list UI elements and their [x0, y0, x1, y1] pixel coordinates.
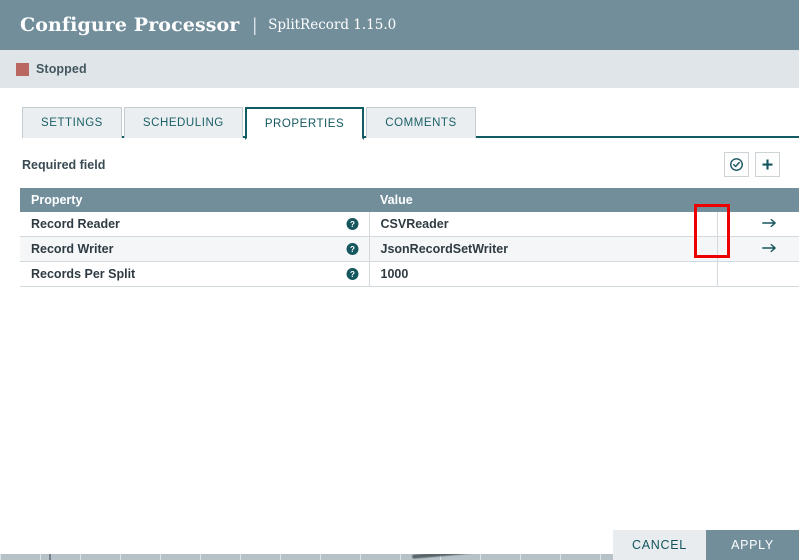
property-name-cell: Record Reader ?: [20, 212, 370, 237]
canvas-grid-tick: [49, 551, 51, 560]
property-label: Record Writer: [31, 242, 114, 256]
property-action-cell: [717, 212, 799, 237]
property-name-cell: Records Per Split ?: [20, 261, 370, 287]
plus-icon: [760, 157, 775, 172]
status-badge: Stopped: [36, 62, 87, 76]
table-row[interactable]: Record Writer ? JsonRecordSetWriter: [20, 236, 799, 262]
property-label: Record Reader: [31, 217, 120, 231]
processor-name-version: SplitRecord 1.15.0: [268, 17, 397, 33]
dialog-footer: CANCEL APPLY: [0, 530, 799, 560]
required-field-label: Required field: [22, 157, 106, 172]
help-circle-icon[interactable]: ?: [346, 243, 359, 256]
stopped-status-icon: [16, 62, 29, 76]
table-row[interactable]: Records Per Split ? 1000: [20, 261, 799, 287]
property-action-cell: [717, 236, 799, 262]
dialog-tabs: SETTINGS SCHEDULING PROPERTIES COMMENTS: [0, 103, 799, 140]
properties-table-container: Property Value Record Reader ?: [20, 188, 799, 287]
column-header-value: Value: [369, 188, 717, 212]
properties-table-body: Record Reader ? CSVReader: [20, 212, 799, 287]
arrow-right-icon: [762, 242, 778, 257]
column-header-property: Property: [20, 188, 369, 212]
tab-settings[interactable]: SETTINGS: [22, 107, 122, 138]
properties-table: Property Value Record Reader ?: [20, 188, 799, 287]
go-to-service-button[interactable]: [753, 213, 787, 235]
cancel-button[interactable]: CANCEL: [613, 530, 706, 560]
tab-comments[interactable]: COMMENTS: [366, 107, 476, 138]
tab-scheduling[interactable]: SCHEDULING: [123, 107, 243, 138]
apply-button[interactable]: APPLY: [706, 530, 799, 560]
property-label: Records Per Split: [31, 267, 136, 281]
column-header-actions: [717, 188, 799, 212]
title-separator: |: [252, 14, 258, 35]
svg-text:?: ?: [350, 270, 355, 279]
go-to-service-button[interactable]: [753, 238, 787, 260]
property-action-cell: [717, 261, 799, 287]
tab-properties[interactable]: PROPERTIES: [244, 107, 365, 140]
property-value-cell[interactable]: CSVReader: [369, 212, 718, 237]
properties-table-head: Property Value: [20, 188, 799, 212]
table-header-row: Property Value: [20, 188, 799, 212]
dialog-title: Configure Processor: [20, 14, 240, 36]
property-name-cell: Record Writer ?: [20, 236, 370, 262]
help-circle-icon[interactable]: ?: [346, 268, 359, 281]
svg-text:?: ?: [350, 220, 355, 229]
check-circle-icon: [729, 157, 744, 172]
svg-text:?: ?: [350, 245, 355, 254]
help-circle-icon[interactable]: ?: [346, 218, 359, 231]
arrow-right-icon: [762, 217, 778, 232]
property-value-cell[interactable]: 1000: [369, 261, 718, 287]
dialog-titlebar: Configure Processor | SplitRecord 1.15.0: [0, 0, 799, 50]
add-property-button[interactable]: [755, 152, 780, 177]
properties-toolbar: [718, 152, 780, 177]
processor-status-bar: Stopped: [0, 50, 799, 88]
table-row[interactable]: Record Reader ? CSVReader: [20, 212, 799, 237]
verify-properties-button[interactable]: [724, 152, 749, 177]
properties-subheader: Required field: [0, 138, 799, 177]
property-value-cell[interactable]: JsonRecordSetWriter: [369, 236, 718, 262]
